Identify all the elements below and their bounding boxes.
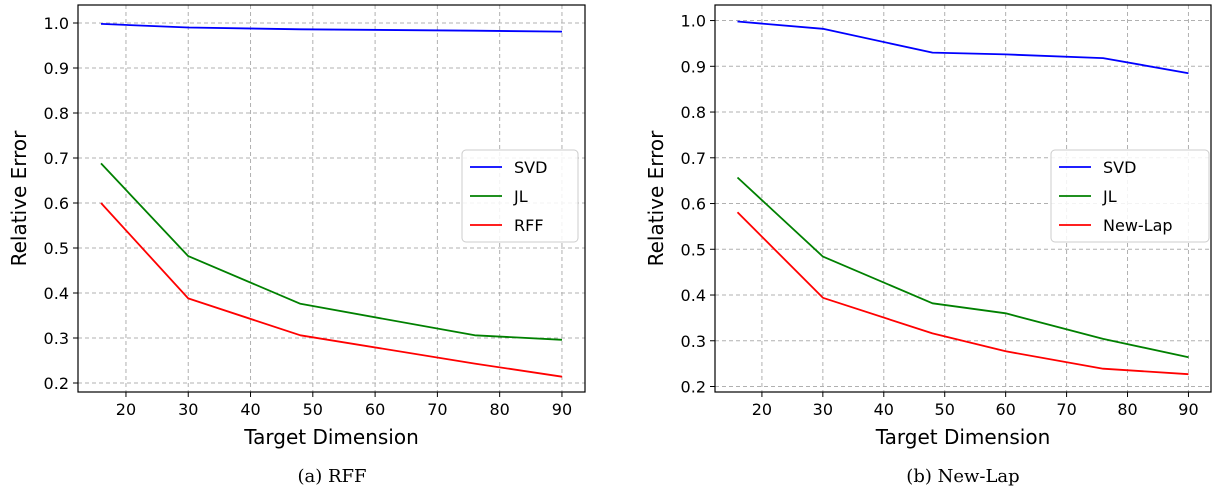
y-tick-label: 0.4 <box>681 286 706 305</box>
y-tick-label: 0.4 <box>44 284 69 303</box>
x-tick-label: 90 <box>552 400 572 419</box>
chart-panel-1: 20 30 40 50 60 70 80 90 0.2 0.3 0.4 0.5 0.6 0.7 0.8 0.9… <box>7 4 586 487</box>
y-tick-label: 0.8 <box>681 103 706 122</box>
y-tick-label: 0.6 <box>44 194 69 213</box>
x-axis-label: Target Dimension <box>875 425 1051 449</box>
x-tick-label: 70 <box>1056 400 1076 419</box>
y-tick-label: 0.6 <box>681 195 706 214</box>
series-line-jl <box>100 162 563 341</box>
x-tick-label: 90 <box>1178 400 1198 419</box>
x-tick-label: 40 <box>874 400 894 419</box>
y-tick-label: 1.0 <box>681 12 706 31</box>
x-tick-label: 70 <box>427 400 447 419</box>
series-line-new-lap <box>736 211 1189 376</box>
y-tick-label: 0.7 <box>44 149 69 168</box>
legend-label-jl: JL <box>513 187 528 206</box>
x-tick-label: 30 <box>813 400 833 419</box>
chart-panel-2: 20 30 40 50 60 70 80 90 0.2 0.3 0.4 0.5 0.6 0.7 0.8 0.9… <box>644 4 1212 487</box>
y-tick-label: 0.3 <box>44 329 69 348</box>
chart-caption: (a) RFF <box>297 466 366 487</box>
x-tick-label: 60 <box>365 400 385 419</box>
x-tick-label: 40 <box>240 400 260 419</box>
x-tick-label: 20 <box>752 400 772 419</box>
legend-box <box>1050 149 1210 243</box>
legend: SVD JL RFF <box>461 149 579 243</box>
y-tick-label: 0.7 <box>681 149 706 168</box>
y-tick-label: 0.3 <box>681 332 706 351</box>
legend-label-svd: SVD <box>1103 158 1136 177</box>
legend-label-rff: RFF <box>514 216 544 235</box>
y-tick-label: 0.9 <box>44 59 69 78</box>
series-line-jl <box>736 176 1189 359</box>
x-tick-label: 60 <box>995 400 1015 419</box>
x-tick-label: 80 <box>1117 400 1137 419</box>
x-tick-label: 30 <box>178 400 198 419</box>
legend-label-jl: JL <box>1102 187 1117 206</box>
series-line-svd <box>100 23 563 33</box>
x-tick-label: 80 <box>489 400 509 419</box>
y-tick-label: 0.2 <box>44 374 69 393</box>
plot-frame <box>77 4 586 393</box>
y-tick-label: 0.8 <box>44 104 69 123</box>
series-line-rff <box>100 202 563 378</box>
y-tick-label: 1.0 <box>44 14 69 33</box>
plot-frame <box>714 4 1212 393</box>
y-tick-label: 0.5 <box>681 240 706 259</box>
y-tick-label: 0.5 <box>44 239 69 258</box>
x-tick-label: 50 <box>935 400 955 419</box>
legend-box <box>461 149 579 243</box>
series-line-svd <box>737 20 1189 75</box>
x-tick-label: 50 <box>303 400 323 419</box>
chart-caption: (b) New-Lap <box>906 466 1019 487</box>
y-tick-label: 0.2 <box>681 378 706 397</box>
x-tick-label: 20 <box>116 400 136 419</box>
legend: SVD JL New-Lap <box>1050 149 1210 243</box>
legend-label-new-lap: New-Lap <box>1103 216 1173 235</box>
y-axis-label: Relative Error <box>7 130 31 267</box>
y-axis-label: Relative Error <box>644 130 668 267</box>
y-tick-label: 0.9 <box>681 57 706 76</box>
legend-label-svd: SVD <box>514 158 547 177</box>
x-axis-label: Target Dimension <box>243 425 419 449</box>
